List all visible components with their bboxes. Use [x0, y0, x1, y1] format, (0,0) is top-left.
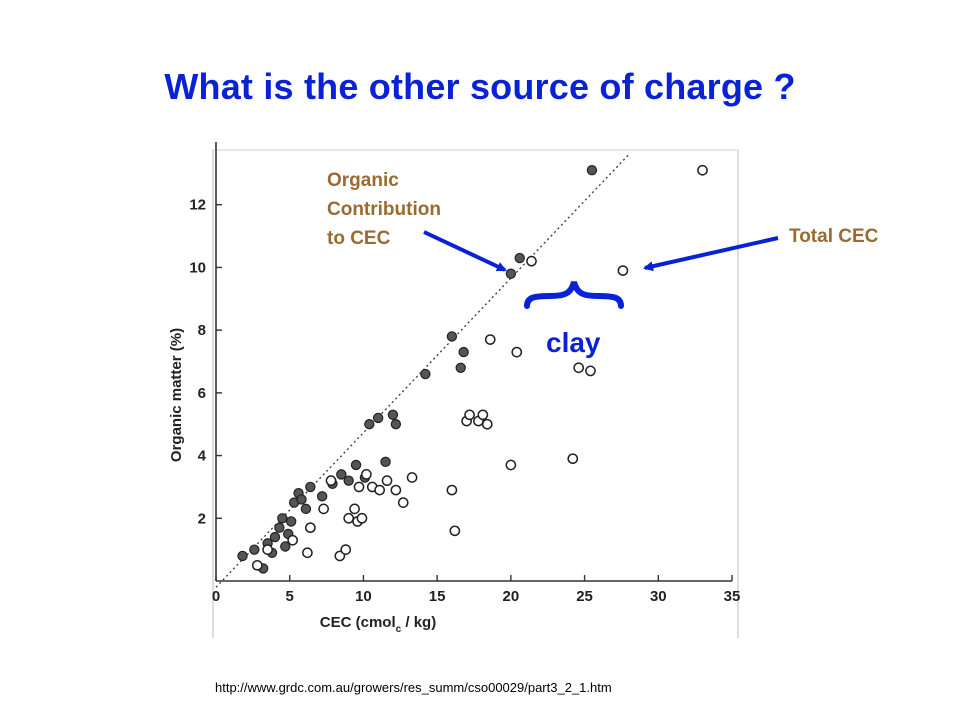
data-point-filled [350, 459, 362, 471]
data-point-open [511, 346, 523, 358]
data-point-open [325, 475, 337, 487]
data-point-open [349, 503, 360, 515]
y-tick-label: 12 [189, 197, 206, 214]
data-point-open [585, 365, 596, 377]
data-point-filled [505, 268, 517, 279]
data-point-filled [274, 522, 285, 533]
data-point-filled [316, 491, 328, 502]
x-tick-label: 20 [503, 588, 520, 605]
data-point-open [334, 550, 346, 562]
total-cec-label: Total CEC [789, 226, 879, 247]
data-point-open [464, 409, 475, 421]
data-point-filled [446, 331, 458, 342]
data-point-filled [277, 513, 288, 524]
x-tick-label: 10 [355, 588, 372, 605]
data-point-open [356, 512, 368, 524]
data-point-open [406, 472, 418, 483]
data-point-open [567, 453, 579, 465]
data-point-filled [269, 531, 281, 543]
y-tick-label: 6 [198, 385, 206, 402]
data-point-filled [387, 409, 399, 421]
data-point-filled [420, 368, 431, 380]
data-point-filled [458, 346, 469, 358]
x-axis-label: CEC (cmolc / kg) [320, 614, 436, 635]
data-point-filled [586, 165, 598, 176]
data-point-filled [237, 550, 248, 562]
x-tick-label: 5 [286, 588, 294, 605]
data-point-filled [372, 412, 384, 424]
x-tick-label: 0 [212, 588, 220, 605]
data-point-open [697, 164, 708, 176]
x-tick-label: 30 [650, 588, 667, 605]
data-point-open [484, 334, 496, 345]
data-point-open [573, 362, 585, 374]
organic-label-line-1: Organic [327, 170, 399, 191]
clay-brace [524, 281, 624, 309]
y-axis-label: Organic matter (%) [168, 328, 185, 462]
data-point-filled [380, 456, 391, 468]
data-point-filled [364, 419, 375, 430]
data-point-open [477, 409, 489, 421]
source-url: http://www.grdc.com.au/growers/res_summ/… [215, 680, 612, 695]
data-point-open [340, 544, 352, 555]
data-point-open [481, 418, 493, 430]
data-point-open [505, 459, 517, 471]
y-tick-label: 10 [189, 259, 206, 276]
data-point-filled [249, 544, 260, 555]
data-point-filled [300, 503, 312, 515]
data-point-filled [280, 541, 291, 552]
x-tick-label: 35 [724, 588, 741, 605]
organic-label-line-2: Contribution [327, 199, 441, 220]
data-point-filled [455, 362, 466, 373]
data-point-filled [285, 516, 297, 527]
data-point-open [361, 469, 372, 480]
data-point-open [318, 503, 329, 515]
data-point-filled [514, 252, 525, 264]
data-point-open [374, 484, 385, 496]
data-point-filled [296, 494, 307, 505]
data-point-open [381, 475, 393, 487]
data-point-open [287, 534, 299, 546]
data-points [237, 164, 708, 574]
data-point-open [449, 525, 461, 537]
data-point-open [397, 497, 409, 508]
data-point-open [305, 522, 316, 534]
data-point-open [302, 547, 313, 559]
data-point-open [251, 559, 263, 571]
data-point-filled [390, 419, 402, 430]
x-tick-label: 25 [576, 588, 593, 605]
data-point-open [353, 481, 365, 493]
data-point-open [262, 544, 273, 555]
y-tick-label: 2 [198, 510, 206, 527]
clay-label: clay [546, 327, 601, 358]
total-cec-arrow [643, 236, 779, 272]
axes: 0 5 10 15 20 25 30 35 2 4 6 8 10 12 [189, 142, 740, 605]
x-tick-label: 15 [429, 588, 446, 605]
organic-arrow [423, 230, 507, 272]
data-point-open [617, 265, 629, 276]
data-point-filled [343, 475, 354, 486]
data-point-open [390, 484, 402, 496]
plot-frame [212, 149, 739, 638]
y-tick-label: 8 [198, 322, 206, 339]
data-point-filled [336, 469, 347, 480]
slide-title: What is the other source of charge ? [164, 66, 796, 107]
y-tick-label: 4 [198, 448, 207, 465]
data-point-open [343, 512, 355, 524]
data-point-open [446, 484, 458, 496]
organic-label-line-3: to CEC [327, 228, 391, 249]
organic-contribution-label: Organic Contribution to CEC [327, 166, 441, 253]
data-point-open [526, 255, 537, 267]
data-point-filled [305, 481, 316, 493]
